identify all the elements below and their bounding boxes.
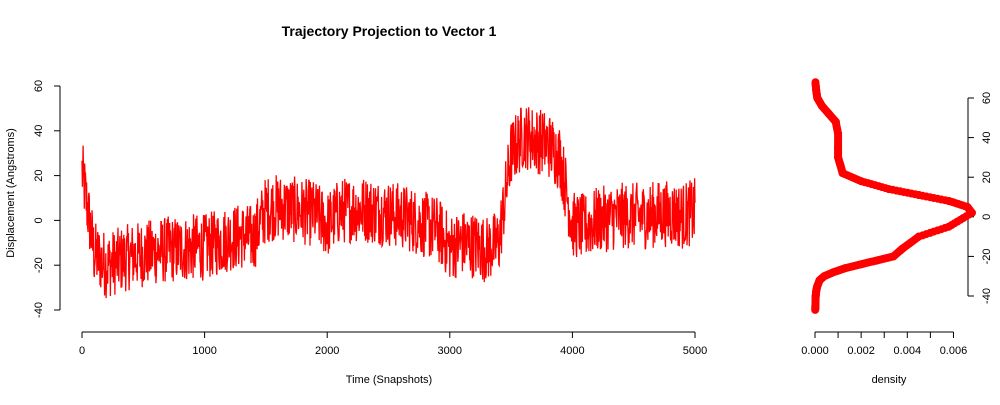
y-tick-label: -40 bbox=[33, 302, 45, 318]
x-tick-label: 0 bbox=[79, 345, 85, 357]
density-x-tick-label: 0.002 bbox=[847, 345, 875, 357]
x-tick-label: 4000 bbox=[560, 345, 584, 357]
y-tick-label: -20 bbox=[33, 257, 45, 273]
series-trace bbox=[81, 107, 696, 299]
density-y-tick-label: 20 bbox=[981, 171, 993, 183]
y-tick-label: 0 bbox=[33, 217, 45, 223]
y-tick-label: 20 bbox=[33, 169, 45, 181]
main-plot: 0 1000 2000 3000 4000 5000 -40 -20 0 20 40 60 bbox=[33, 80, 707, 357]
x-axis-title: Time (Snapshots) bbox=[346, 374, 432, 386]
y-axis-title: Displacement (Angstroms) bbox=[5, 128, 17, 258]
density-y-tick-label: 60 bbox=[981, 92, 993, 104]
density-x-tick-label: 0.006 bbox=[940, 345, 968, 357]
density-x-tick-label: 0.004 bbox=[894, 345, 922, 357]
x-tick-label: 1000 bbox=[192, 345, 216, 357]
density-y-tick-label: -20 bbox=[981, 248, 993, 264]
y-tick-label: 40 bbox=[33, 125, 45, 137]
chart-title: Trajectory Projection to Vector 1 bbox=[282, 23, 497, 39]
density-x-axis-title: density bbox=[872, 374, 907, 386]
density-y-tick-label: -40 bbox=[981, 288, 993, 304]
x-tick-label: 5000 bbox=[683, 345, 707, 357]
density-y-tick-label: 40 bbox=[981, 131, 993, 143]
density-x-tick-label: 0.000 bbox=[801, 345, 829, 357]
density-point bbox=[811, 78, 820, 87]
x-tick-label: 2000 bbox=[315, 345, 339, 357]
x-tick-label: 3000 bbox=[438, 345, 462, 357]
density-plot: 0.000 0.002 0.004 0.006 -40 -20 0 20 40 60 bbox=[801, 78, 993, 357]
y-tick-label: 60 bbox=[33, 80, 45, 92]
density-y-tick-label: 0 bbox=[981, 214, 993, 220]
